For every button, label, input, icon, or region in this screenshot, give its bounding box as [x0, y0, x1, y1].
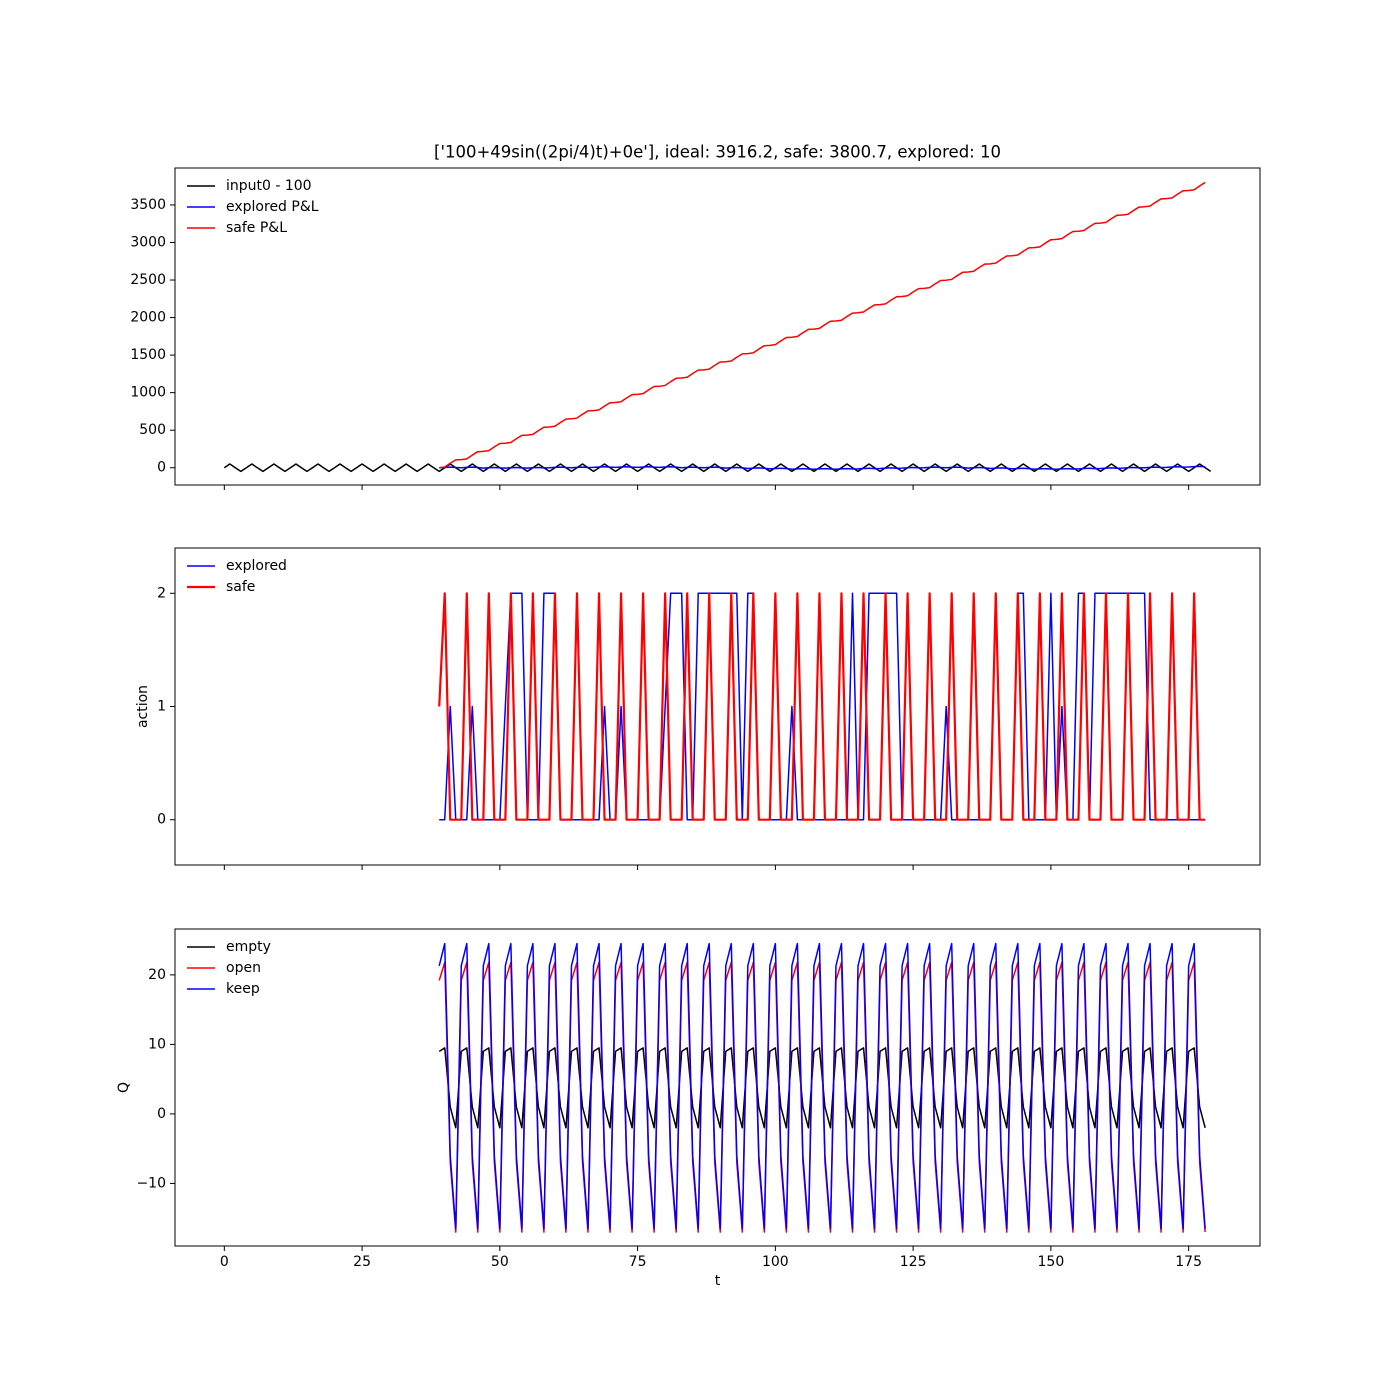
- legend-label: explored P&L: [226, 199, 319, 215]
- x-tick-label: 175: [1175, 1254, 1202, 1270]
- x-tick-label: 75: [629, 1254, 647, 1270]
- y-tick-label: 2: [157, 585, 166, 601]
- series-line: [438, 592, 1206, 821]
- chart-title: ['100+49sin((2pi/4)t)+0e'], ideal: 3916.…: [434, 143, 1001, 162]
- legend-label: input0 - 100: [226, 178, 312, 194]
- x-tick-label: 150: [1038, 1254, 1065, 1270]
- x-tick-label: 25: [353, 1254, 371, 1270]
- y-tick-label: 20: [148, 967, 166, 983]
- y-tick-label: 2000: [130, 310, 166, 326]
- y-tick-label: 0: [157, 1106, 166, 1122]
- series-line: [438, 942, 1206, 1230]
- legend-label: safe: [226, 579, 255, 595]
- y-tick-label: 1: [157, 699, 166, 715]
- legend-label: explored: [226, 558, 287, 574]
- y-axis-label: Q: [116, 1082, 132, 1093]
- y-tick-label: 500: [139, 422, 166, 438]
- legend-label: safe P&L: [226, 220, 287, 236]
- x-axis-label: t: [715, 1273, 721, 1289]
- plot-frame: [174, 547, 1261, 866]
- legend-label: keep: [226, 981, 260, 997]
- x-tick-label: 50: [491, 1254, 509, 1270]
- y-tick-label: 1000: [130, 385, 166, 401]
- y-tick-label: 0: [157, 460, 166, 476]
- legend-label: open: [226, 960, 261, 976]
- y-axis-label: action: [135, 685, 151, 728]
- x-tick-label: 100: [762, 1254, 789, 1270]
- legend-label: empty: [226, 939, 271, 955]
- y-tick-label: 2500: [130, 272, 166, 288]
- y-tick-label: 3000: [130, 234, 166, 250]
- plot-frame: [174, 167, 1261, 486]
- series-line: [439, 181, 1206, 469]
- plot-frame: [174, 928, 1261, 1247]
- series-line: [439, 465, 1206, 470]
- y-tick-label: 3500: [130, 197, 166, 213]
- series-line: [438, 961, 1206, 1233]
- y-tick-label: 0: [157, 812, 166, 828]
- x-tick-label: 0: [220, 1254, 229, 1270]
- y-tick-label: 1500: [130, 347, 166, 363]
- x-tick-label: 125: [900, 1254, 927, 1270]
- series-line: [223, 463, 1212, 473]
- y-tick-label: 10: [148, 1036, 166, 1052]
- y-tick-label: −10: [136, 1175, 166, 1191]
